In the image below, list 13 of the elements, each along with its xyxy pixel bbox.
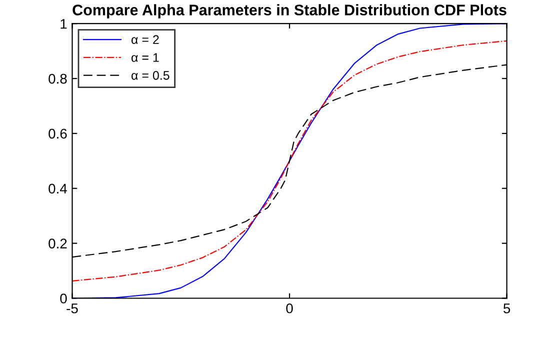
y-tick-label: 0 (60, 294, 67, 304)
y-tick-label: 0.4 (48, 184, 67, 194)
legend-label: α = 0.5 (132, 70, 170, 80)
y-tick-label: 0.6 (48, 128, 67, 139)
legend-label: α = 2 (132, 35, 159, 44)
y-tick-label: 0.8 (48, 74, 67, 84)
y-tick-label: 1 (60, 19, 67, 29)
y-tick-label: 0.2 (48, 238, 67, 248)
x-tick-label: 0 (286, 303, 293, 314)
x-tick-label: 5 (503, 304, 510, 314)
chart-title: Compare Alpha Parameters in Stable Distribution CDF Plots (72, 4, 506, 18)
x-tick-label: -5 (66, 304, 78, 314)
legend-label: α = 1 (132, 53, 159, 62)
